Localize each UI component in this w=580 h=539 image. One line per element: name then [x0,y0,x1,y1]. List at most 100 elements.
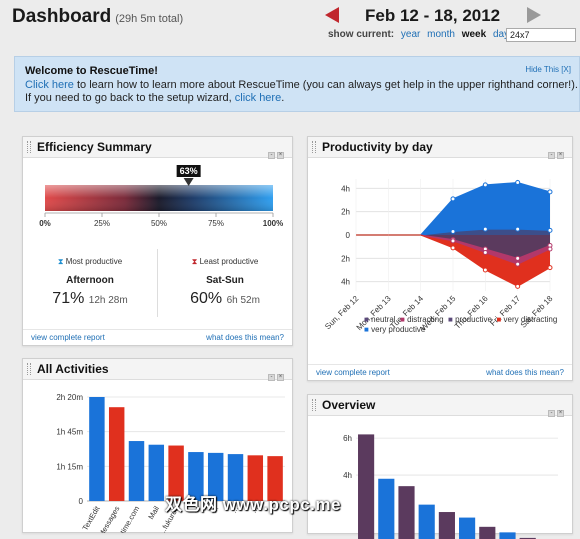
view-report-link[interactable]: view complete report [316,368,390,377]
y-tick-label: 1h 45m [56,428,83,437]
view-report-link[interactable]: view complete report [31,333,105,342]
close-icon[interactable]: × [277,374,284,381]
x-tick-label: ... [210,505,221,515]
gauge-scale: 0% 25% 50% 75% 100% [39,213,283,228]
minimize-icon[interactable]: - [548,410,555,417]
series-very-distracting-area [356,235,550,287]
y-tick-label: 2h [341,208,350,217]
drag-handle-icon[interactable] [312,399,316,411]
bar[interactable] [479,526,496,539]
panel-header[interactable]: Efficiency Summary - × [23,137,292,159]
bar[interactable] [267,456,283,501]
data-point[interactable] [515,283,521,289]
next-arrow-icon[interactable] [527,7,541,23]
panel-title: Overview [322,398,376,412]
panel-header[interactable]: Productivity by day - × [308,137,572,159]
period-month-link[interactable]: month [427,29,455,40]
bar[interactable] [358,434,375,539]
minimize-icon[interactable]: - [548,152,555,159]
drag-handle-icon[interactable] [312,141,316,153]
what-does-this-mean-link[interactable]: what does this mean? [206,333,284,342]
date-nav: Feb 12 - 18, 2012 [325,6,545,28]
bar[interactable] [89,397,105,501]
hours-select[interactable]: 24x7 [506,28,576,42]
bar[interactable] [128,441,145,501]
data-point[interactable] [515,226,521,232]
series-neutral-area [356,235,550,259]
data-point[interactable] [482,226,488,232]
bar[interactable] [418,504,435,539]
period-week-active[interactable]: week [461,29,487,40]
bar[interactable] [459,517,476,539]
panel-header[interactable]: Overview - × [308,395,572,417]
gauge-marker: 63% [176,165,201,186]
legend-very-distracting: ■ very distracting [496,315,558,324]
x-tick-label: ... [190,505,201,515]
minimize-icon[interactable]: - [268,374,275,381]
previous-arrow-icon[interactable] [325,7,339,23]
most-productive-pct: 71% [52,290,85,307]
close-icon[interactable]: × [277,152,284,159]
help-link[interactable]: Click here [25,79,74,91]
bar[interactable] [247,455,264,501]
data-point[interactable] [515,255,521,261]
data-point[interactable] [450,196,456,202]
date-range: Feb 12 - 18, 2012 [365,6,501,25]
bar[interactable] [378,478,395,539]
y-tick-label: 4h [341,184,350,193]
chart-legend: ■ neutral ■ distracting ■ productive ■ v… [364,315,564,335]
gauge-tick-label: 75% [208,219,224,228]
bar[interactable] [398,486,415,539]
period-year-link[interactable]: year [400,29,421,40]
data-point[interactable] [515,180,521,185]
gauge-tick-label: 0% [39,219,51,228]
panel-title: All Activities [37,362,109,376]
bar[interactable] [438,512,455,539]
bar[interactable] [148,444,165,501]
y-tick-label: 0 [79,497,84,506]
period-selector: show current: year month week day [328,29,509,40]
data-point[interactable] [547,246,553,252]
welcome-line-1: Click here to learn how to learn more ab… [25,79,578,91]
data-point[interactable] [482,250,488,255]
panel-footer: view complete report what does this mean… [23,329,292,345]
data-point[interactable] [547,265,553,271]
drag-handle-icon[interactable] [27,141,31,153]
all-activities-panel: All Activities - × 0 1h 15m 1h 45m 2h 20m Tex… [22,358,293,533]
what-does-this-mean-link[interactable]: what does this mean? [486,368,564,377]
bar[interactable] [227,454,244,501]
y-tick-label: 6h [343,434,352,443]
data-point[interactable] [547,189,553,195]
bar[interactable] [207,452,224,501]
data-point[interactable] [482,182,488,188]
least-productive-pct: 60% [190,290,223,307]
bar[interactable] [499,532,516,539]
show-current-label: show current: [328,29,395,40]
x-tick-label: ... [249,505,260,515]
x-tick-label: TextEdit [80,504,102,532]
bar[interactable] [108,407,125,501]
minimize-icon[interactable]: - [268,152,275,159]
panel-header[interactable]: All Activities - × [23,359,292,381]
least-productive: ⧗ Least productive Sat-Sun 60% 6h 52m [158,257,292,308]
setup-wizard-link[interactable]: click here [234,92,282,104]
data-point[interactable] [450,229,456,234]
data-point[interactable] [482,267,488,273]
hide-banner-link[interactable]: Hide This [X] [525,65,571,74]
least-productive-icon: ⧗ [191,257,198,266]
bar[interactable] [188,452,204,501]
data-point[interactable] [547,227,553,233]
bar[interactable] [168,445,184,501]
page-title: Dashboard (29h 5m total) [12,6,184,27]
data-point[interactable] [450,238,456,244]
least-productive-time: 6h 52m [226,295,260,306]
drag-handle-icon[interactable] [27,363,31,375]
data-point[interactable] [450,245,456,251]
data-point[interactable] [515,261,521,267]
close-icon[interactable]: × [557,410,564,417]
efficiency-gauge: 63% 0% 25% 50% 75% 100% [39,165,283,228]
period-day-link[interactable]: day [492,29,510,40]
close-icon[interactable]: × [557,152,564,159]
series-distracting-area [356,235,550,265]
series-very-productive-area [356,182,550,235]
